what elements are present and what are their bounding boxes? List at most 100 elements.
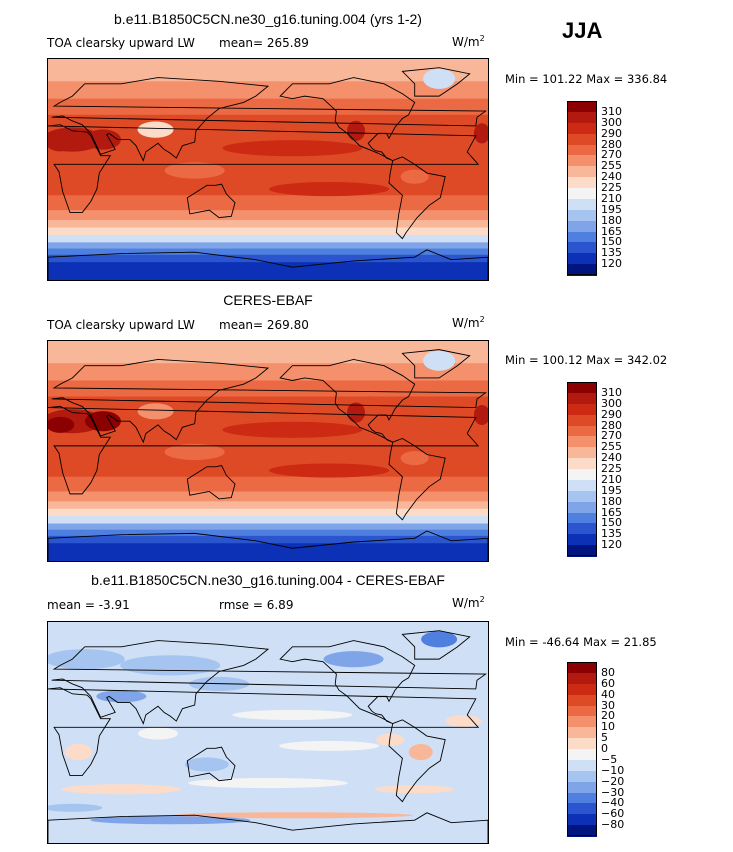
- colorbar-swatch: [567, 414, 597, 426]
- field-patch: [473, 123, 488, 144]
- field-band: [48, 341, 488, 364]
- field-patch: [400, 169, 429, 184]
- field-patch: [164, 162, 225, 179]
- colorbar-swatch: [567, 749, 597, 761]
- panel-2-minmax: Min = 100.12 Max = 342.02: [505, 353, 668, 367]
- panel-1-units: W/m2: [452, 34, 485, 49]
- colorbar-swatch: [567, 133, 597, 145]
- field-band: [48, 234, 488, 243]
- colorbar-swatch: [567, 672, 597, 685]
- colorbar-swatch: [567, 122, 597, 135]
- colorbar-swatch: [567, 814, 597, 826]
- colorbar-tick-label: −20: [601, 774, 625, 788]
- colorbar-tick-label: 310: [601, 385, 622, 399]
- colorbar-swatch: [567, 447, 597, 459]
- field-band: [48, 195, 488, 211]
- colorbar-tick-label: 120: [601, 538, 622, 552]
- field-patch: [347, 120, 365, 141]
- colorbar-tick-label: 10: [601, 720, 615, 734]
- panel-2-map: [47, 340, 489, 562]
- colorbar-tick-label: 300: [601, 115, 622, 129]
- field-band: [48, 248, 488, 256]
- colorbar-tick-label: 225: [601, 462, 622, 475]
- field-patch: [48, 416, 75, 433]
- field-band: [48, 363, 488, 382]
- colorbar-swatch: [567, 803, 597, 815]
- panel-1-colorbar: [567, 101, 597, 276]
- colorbar-tick-label: 150: [601, 235, 622, 249]
- coastline: [401, 349, 471, 379]
- panel-3-units: W/m2: [452, 595, 485, 610]
- panel-1-mean-label: mean= 265.89: [219, 36, 309, 50]
- colorbar-swatch: [567, 705, 597, 717]
- panel-1-title: b.e11.B1850C5CN.ne30_g16.tuning.004 (yrs…: [114, 11, 422, 27]
- field-patch: [222, 140, 363, 157]
- colorbar-swatch: [567, 523, 597, 535]
- colorbar-tick-label: 290: [601, 407, 622, 421]
- colorbar-tick-label: 40: [601, 687, 615, 701]
- colorbar-tick-label: 165: [601, 505, 622, 519]
- colorbar-tick-label: 30: [601, 698, 615, 712]
- map-field: [48, 622, 488, 843]
- field-patch: [184, 757, 229, 772]
- field-patch: [374, 785, 455, 794]
- coastline: [48, 687, 480, 777]
- colorbar-frame: [567, 382, 597, 556]
- colorbar-tick-label: 255: [601, 159, 622, 173]
- field-band: [48, 523, 488, 531]
- field-band: [48, 242, 488, 250]
- colorbar-tick-label: 210: [601, 472, 622, 486]
- coastline: [48, 249, 488, 280]
- colorbar-tick-label: 80: [601, 665, 615, 679]
- colorbar-swatch: [567, 242, 597, 254]
- panel-3-colorbar: [567, 662, 597, 837]
- field-patch: [172, 812, 413, 819]
- colorbar-swatch: [567, 770, 597, 783]
- colorbar-swatch: [567, 425, 597, 437]
- field-patch: [61, 784, 182, 795]
- colorbar-tick-label: 240: [601, 451, 622, 465]
- colorbar-tick-label: −60: [601, 807, 625, 821]
- field-band: [48, 516, 488, 525]
- colorbar-swatch: [567, 188, 597, 200]
- panel-3-title: b.e11.B1850C5CN.ne30_g16.tuning.004 - CE…: [91, 572, 445, 588]
- colorbar-swatch: [567, 534, 597, 546]
- colorbar-tick-label: 210: [601, 191, 622, 205]
- colorbar-tick-label: 240: [601, 170, 622, 184]
- field-patch: [96, 690, 147, 703]
- field-patch: [473, 404, 488, 426]
- field-band: [48, 81, 488, 100]
- coastline: [279, 640, 416, 725]
- colorbar-tick-label: 5: [601, 731, 608, 745]
- field-patch: [323, 651, 384, 668]
- colorbar-swatch: [567, 436, 597, 448]
- panel-2-mean-label: mean= 269.80: [219, 318, 309, 332]
- coastline: [186, 183, 236, 219]
- colorbar-swatch: [567, 231, 597, 243]
- colorbar-swatch: [567, 469, 597, 481]
- field-patch: [48, 803, 103, 812]
- coastline: [186, 746, 236, 782]
- colorbar-tick-label: 135: [601, 527, 622, 541]
- coastline: [401, 630, 471, 660]
- colorbar-swatch: [567, 264, 597, 276]
- colorbar-tick-label: 225: [601, 181, 622, 194]
- colorbar-swatch: [567, 781, 597, 793]
- colorbar-tick-label: 280: [601, 418, 622, 432]
- colorbar-swatch: [567, 111, 597, 124]
- colorbar-tick-label: 60: [601, 676, 615, 690]
- panel-2-title: CERES-EBAF: [223, 292, 313, 308]
- field-patch: [421, 631, 458, 648]
- field-patch: [137, 121, 174, 138]
- colorbar-tick-label: 180: [601, 213, 622, 227]
- field-band: [48, 210, 488, 221]
- colorbar-swatch: [567, 501, 597, 513]
- panel-2-units: W/m2: [452, 315, 485, 330]
- season-label: JJA: [562, 18, 603, 43]
- field-band: [48, 380, 488, 398]
- colorbar-tick-label: 150: [601, 516, 622, 530]
- colorbar-swatch: [567, 177, 597, 189]
- colorbar-swatch: [567, 382, 597, 394]
- colorbar-swatch: [567, 792, 597, 804]
- colorbar-frame: [567, 101, 597, 275]
